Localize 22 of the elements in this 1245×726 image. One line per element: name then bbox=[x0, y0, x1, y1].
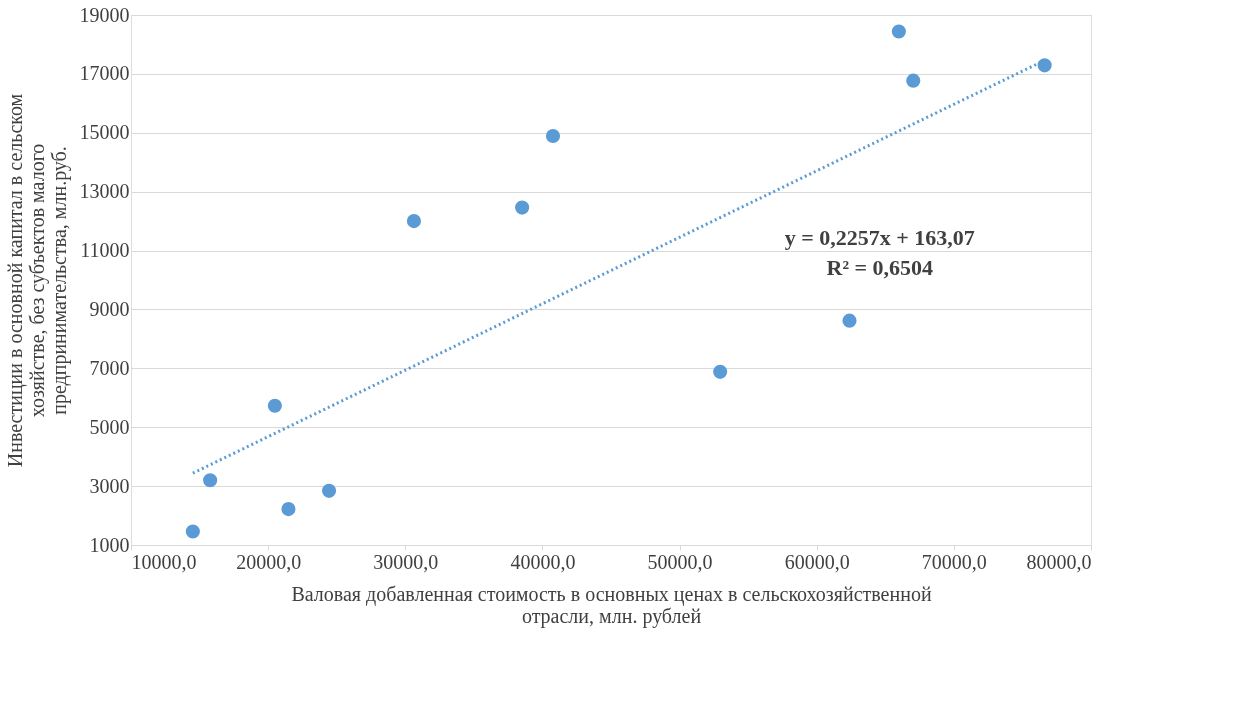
x-axis-title: Валовая добавленная стоимость в основных ценах в сельскохозяйственной отрасли, млн. рублей bbox=[291, 582, 932, 628]
y-tick-label: 1000 bbox=[89, 533, 130, 556]
y-tick-label: 17000 bbox=[79, 62, 130, 85]
x-tick-label: 10000,0 bbox=[131, 550, 197, 573]
y-tick-label: 5000 bbox=[89, 415, 130, 438]
x-tick-label: 30000,0 bbox=[373, 550, 439, 573]
x-tick-label: 80000,0 bbox=[1026, 550, 1092, 573]
y-tick-label: 13000 bbox=[79, 180, 130, 203]
y-tick-label: 9000 bbox=[89, 297, 130, 320]
x-tick-label: 70000,0 bbox=[921, 550, 987, 573]
annotation: R² = 0,6504 bbox=[826, 254, 934, 280]
annotation: y = 0,2257x + 163,07 bbox=[784, 224, 975, 250]
y-tick-label: 7000 bbox=[89, 356, 130, 379]
y-tick-label: 11000 bbox=[80, 239, 130, 262]
x-tick-label: 40000,0 bbox=[510, 550, 576, 573]
x-tick-label: 60000,0 bbox=[784, 550, 850, 573]
y-tick-label: 3000 bbox=[89, 474, 130, 497]
y-tick-label: 15000 bbox=[79, 121, 130, 144]
x-tick-label: 50000,0 bbox=[647, 550, 713, 573]
y-axis-title: Инвестиции в основной капитал в сельском хозяйстве, без субъектов малого предпринимательства, млн.руб. bbox=[3, 93, 71, 468]
x-tick-label: 20000,0 bbox=[236, 550, 302, 573]
y-tick-label: 19000 bbox=[79, 3, 130, 26]
